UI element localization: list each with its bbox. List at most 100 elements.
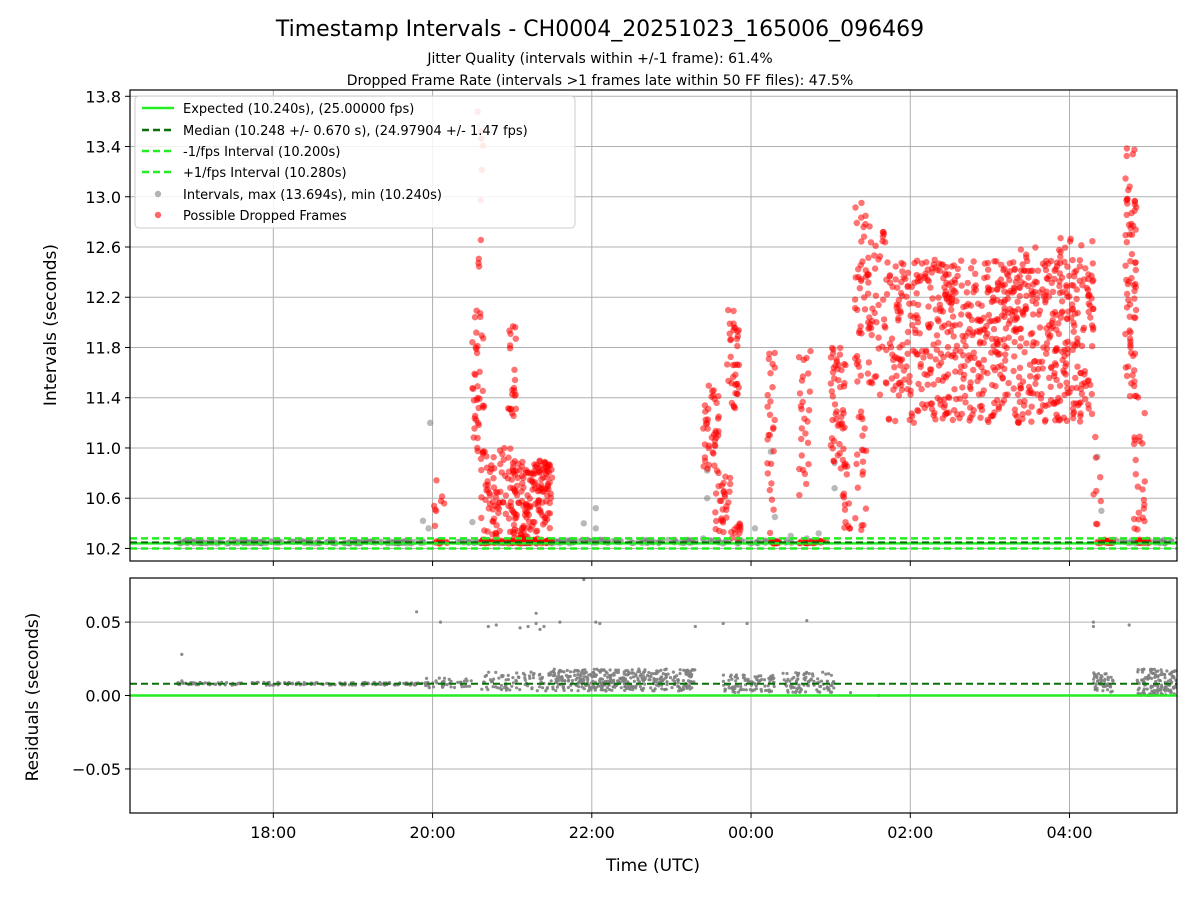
- data-point: [735, 384, 742, 391]
- data-point: [901, 376, 908, 383]
- data-point: [1098, 507, 1105, 514]
- data-point: [489, 680, 494, 684]
- data-point: [598, 621, 602, 626]
- data-point: [721, 621, 725, 626]
- data-point: [1157, 678, 1161, 682]
- data-point: [631, 675, 636, 679]
- data-point: [956, 395, 964, 402]
- data-point: [886, 340, 894, 347]
- data-point: [1088, 390, 1096, 398]
- data-point: [912, 326, 919, 333]
- data-point: [807, 672, 811, 676]
- y-tick-label: −0.05: [72, 760, 121, 779]
- data-point: [632, 679, 637, 684]
- data-point: [829, 369, 837, 376]
- data-point: [473, 349, 481, 357]
- data-point: [792, 675, 796, 680]
- data-point: [807, 347, 814, 355]
- data-point: [1046, 322, 1053, 329]
- data-point: [1006, 317, 1014, 324]
- data-point: [1168, 672, 1172, 676]
- data-point: [818, 684, 822, 689]
- data-point: [949, 416, 956, 424]
- data-point: [494, 670, 498, 675]
- data-point: [678, 668, 682, 672]
- data-point: [551, 685, 555, 689]
- data-point: [766, 411, 774, 418]
- data-point: [1043, 350, 1050, 357]
- data-point: [1131, 295, 1138, 302]
- data-point: [515, 686, 519, 690]
- data-point: [507, 405, 515, 413]
- data-point: [958, 257, 965, 264]
- data-point: [931, 409, 938, 417]
- data-point: [661, 679, 665, 683]
- data-point: [840, 445, 847, 452]
- data-point: [950, 333, 957, 340]
- data-point: [1084, 286, 1092, 293]
- data-point: [879, 233, 887, 240]
- data-point: [967, 404, 974, 411]
- data-point: [925, 303, 932, 310]
- data-point: [1165, 669, 1169, 673]
- data-point: [486, 500, 494, 507]
- data-point: [1057, 253, 1064, 260]
- data-point: [980, 387, 987, 394]
- data-point: [1017, 385, 1024, 392]
- data-point: [806, 388, 814, 395]
- data-point: [963, 289, 970, 296]
- data-point: [465, 684, 469, 688]
- data-point: [798, 689, 802, 694]
- data-point: [538, 475, 545, 483]
- data-point: [771, 349, 778, 357]
- data-point: [500, 456, 507, 463]
- data-point: [525, 524, 532, 531]
- data-point: [1076, 263, 1084, 270]
- data-point: [886, 279, 894, 286]
- data-point: [554, 689, 558, 693]
- data-point: [614, 670, 619, 674]
- data-point: [486, 688, 490, 692]
- data-point: [733, 686, 737, 691]
- data-point: [1074, 363, 1081, 370]
- data-point: [1156, 689, 1160, 693]
- data-point: [664, 676, 668, 680]
- data-point: [637, 667, 641, 671]
- data-point: [511, 486, 518, 494]
- data-point: [1136, 433, 1143, 440]
- data-point: [490, 454, 497, 461]
- data-point: [931, 256, 938, 263]
- data-point: [1123, 239, 1131, 246]
- data-point: [882, 324, 889, 331]
- y-tick-label: 11.0: [85, 439, 121, 458]
- data-point: [798, 452, 805, 459]
- data-point: [671, 670, 676, 674]
- y-tick-label: 12.2: [85, 288, 121, 307]
- data-point: [1057, 248, 1064, 256]
- intervals-y-axis-label: Intervals (seconds): [41, 244, 61, 406]
- x-tick-label: 04:00: [1046, 823, 1092, 842]
- data-point: [1127, 224, 1135, 232]
- data-point: [1036, 408, 1043, 415]
- data-point: [1145, 687, 1149, 691]
- data-point: [977, 374, 984, 381]
- data-point: [1027, 387, 1034, 394]
- data-point: [1171, 685, 1175, 689]
- data-point: [578, 676, 582, 680]
- data-point: [853, 352, 861, 360]
- data-point: [924, 381, 931, 388]
- data-point: [767, 398, 774, 405]
- data-point: [608, 679, 612, 683]
- data-point: [726, 320, 733, 327]
- data-point: [1025, 282, 1032, 290]
- data-point: [992, 348, 999, 355]
- data-point: [866, 223, 873, 230]
- data-point: [809, 677, 813, 681]
- data-point: [949, 313, 957, 320]
- data-point: [763, 684, 767, 688]
- data-point: [915, 275, 922, 282]
- data-point: [478, 332, 485, 339]
- data-point: [1076, 418, 1084, 425]
- data-point: [838, 413, 845, 421]
- data-point: [1063, 379, 1070, 386]
